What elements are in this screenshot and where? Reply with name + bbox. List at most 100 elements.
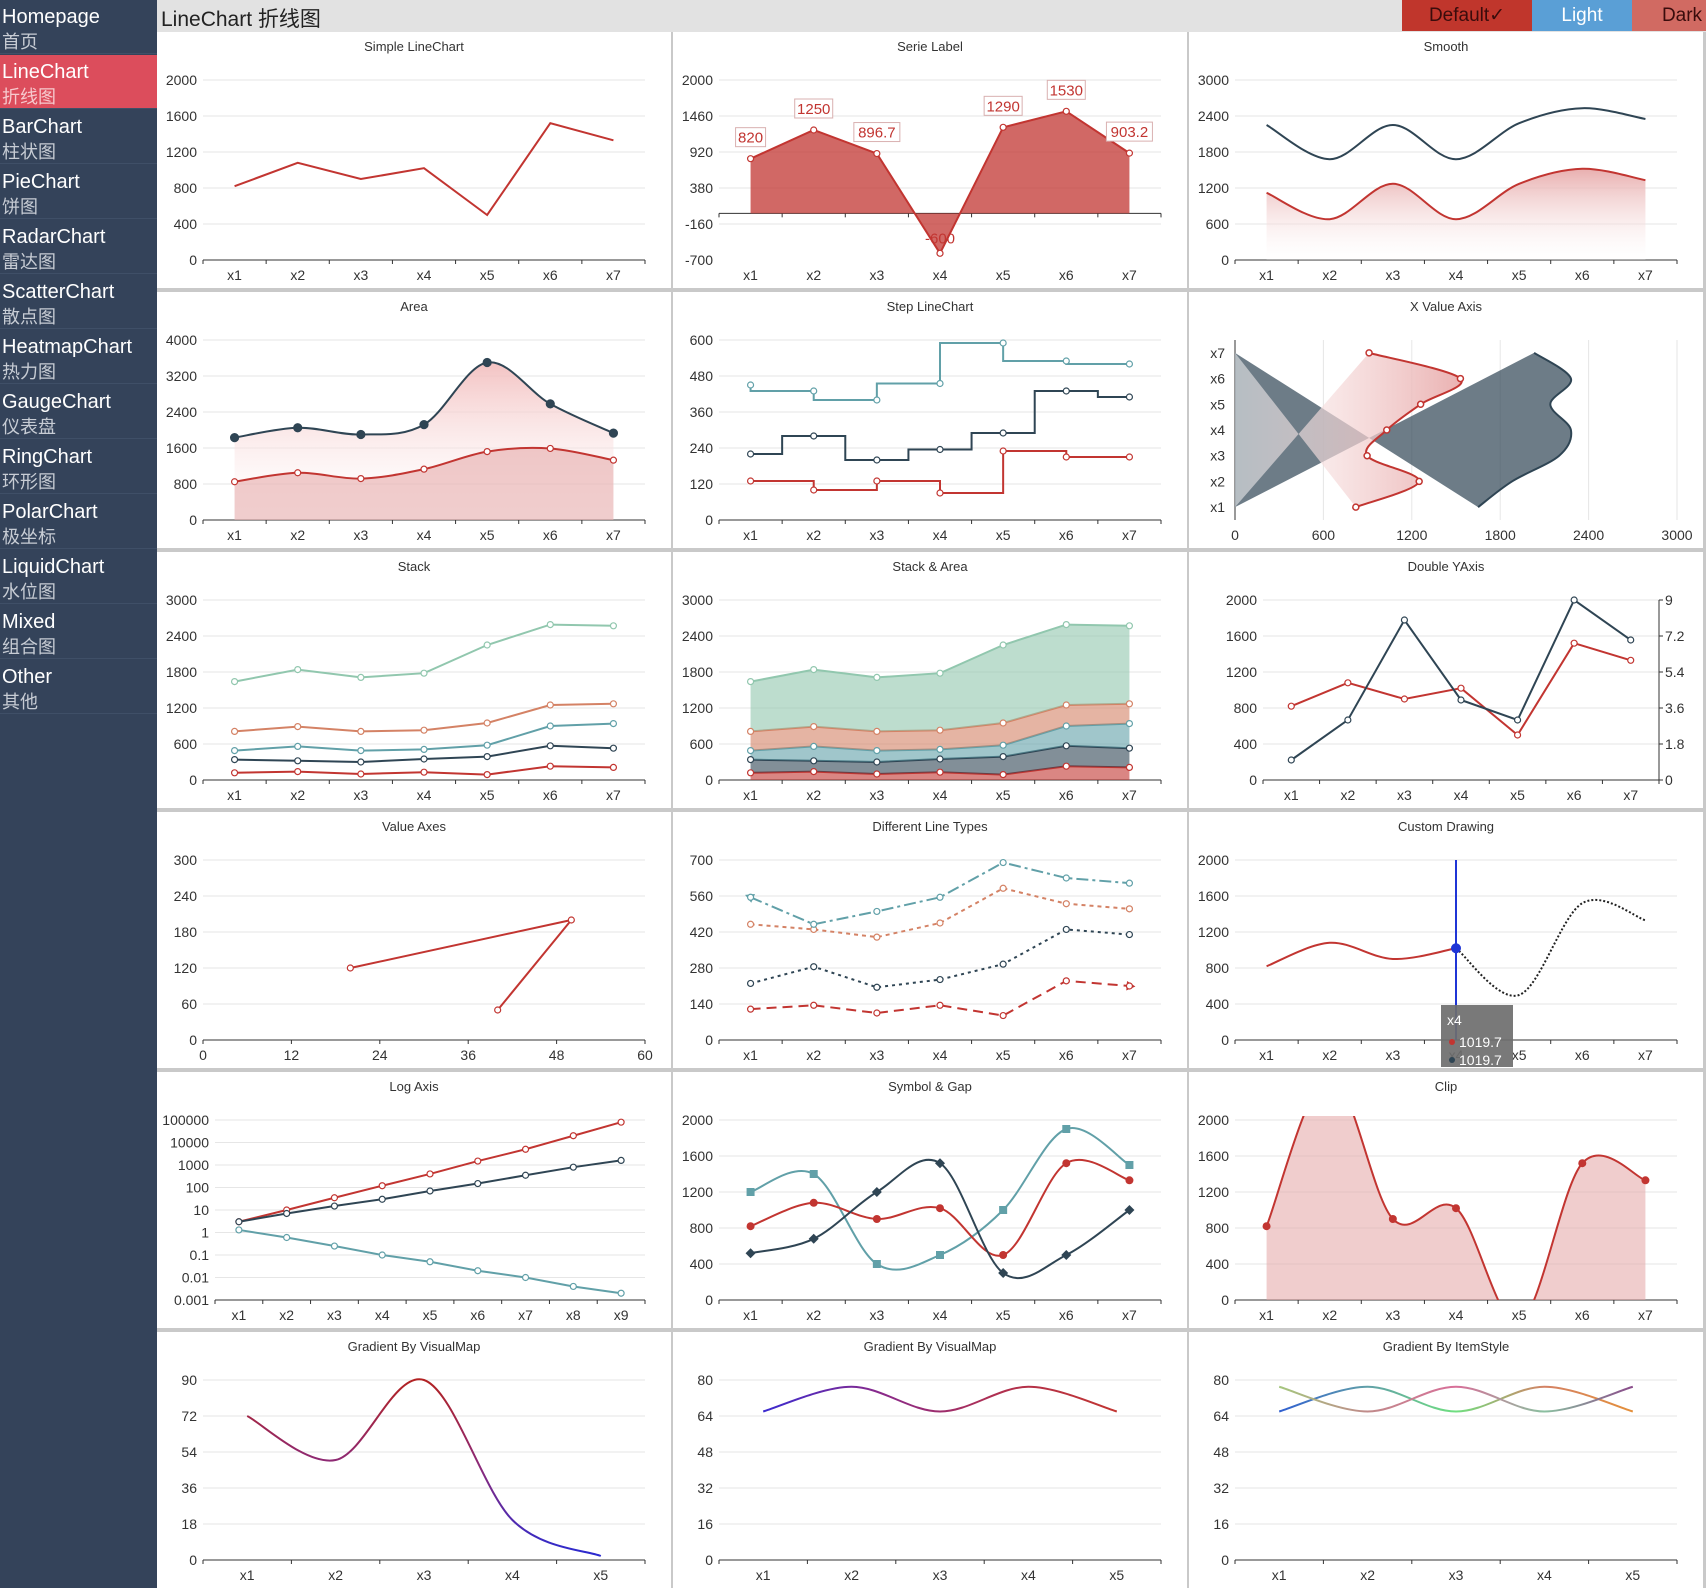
data-point bbox=[999, 771, 1007, 779]
y-tick-label: 1800 bbox=[166, 664, 197, 680]
sidebar-item-piechart[interactable]: PieChart 饼图 bbox=[0, 165, 157, 219]
x-tick-label: x3 bbox=[417, 1567, 432, 1583]
series-line bbox=[1477, 352, 1573, 508]
sidebar-item-liquidchart[interactable]: LiquidChart 水位图 bbox=[0, 550, 157, 604]
series-area bbox=[750, 624, 1130, 732]
y-tick-label: 1200 bbox=[166, 700, 197, 716]
data-point bbox=[808, 1233, 819, 1244]
sidebar-item-scatterchart[interactable]: ScatterChart 散点图 bbox=[0, 275, 157, 329]
data-point bbox=[330, 1202, 339, 1210]
sidebar-item-other[interactable]: Other 其他 bbox=[0, 660, 157, 714]
y2-tick-label: 9 bbox=[1665, 592, 1673, 608]
y-tick-label: 2000 bbox=[682, 72, 713, 88]
data-point bbox=[1062, 1159, 1071, 1168]
sidebar-item-sublabel: 折线图 bbox=[2, 87, 56, 107]
chart-title: Double YAxis bbox=[1407, 559, 1485, 574]
x-tick-label: x2 bbox=[1322, 1307, 1337, 1323]
theme-button-dark[interactable]: Dark bbox=[1632, 0, 1706, 31]
x-tick-label: x4 bbox=[1449, 267, 1464, 283]
data-point bbox=[1125, 1176, 1134, 1185]
y-tick-label: 2400 bbox=[166, 628, 197, 644]
sidebar-item-label: BarChart bbox=[2, 116, 83, 138]
chart-title: Serie Label bbox=[897, 39, 963, 54]
data-point bbox=[567, 916, 575, 924]
theme-button-light[interactable]: Light bbox=[1532, 0, 1632, 31]
y-tick-label: 0 bbox=[1221, 1552, 1229, 1568]
y-tick-label: 0 bbox=[1221, 1032, 1229, 1048]
sidebar-item-radarchart[interactable]: RadarChart 雷达图 bbox=[0, 220, 157, 274]
data-label: 903.2 bbox=[1111, 124, 1149, 141]
data-label: 1290 bbox=[986, 98, 1019, 115]
data-point bbox=[609, 720, 618, 728]
y-tick-label: 380 bbox=[690, 180, 714, 196]
y-tick-label: 400 bbox=[1206, 996, 1230, 1012]
data-point bbox=[810, 963, 818, 971]
sidebar-item-label: ScatterChart bbox=[2, 281, 115, 303]
data-point bbox=[873, 727, 881, 735]
y-tick-label: 0 bbox=[189, 1552, 197, 1568]
sidebar-item-mixed[interactable]: Mixed 组合图 bbox=[0, 605, 157, 659]
y-tick-label: x7 bbox=[1210, 345, 1225, 361]
y-tick-label: 1 bbox=[201, 1225, 209, 1241]
series-line bbox=[350, 918, 574, 1011]
data-point bbox=[936, 669, 944, 677]
x-tick-label: x3 bbox=[869, 527, 884, 543]
data-point bbox=[1352, 503, 1360, 511]
data-point bbox=[235, 1226, 243, 1234]
y-tick-label: 2400 bbox=[682, 628, 713, 644]
y-tick-label: x3 bbox=[1210, 448, 1225, 464]
x-tick-label: x3 bbox=[353, 527, 368, 543]
data-point bbox=[357, 770, 365, 778]
chart-svg: 0 400 800 1200 1600 2000 0 1.8 3.6 5.4 7.2 9 x1 x2 x3 x… bbox=[1226, 592, 1685, 803]
data-point bbox=[420, 726, 428, 734]
sidebar-item-label: LineChart bbox=[2, 61, 89, 83]
y-tick-label: 0 bbox=[705, 1552, 713, 1568]
data-point bbox=[1125, 982, 1134, 990]
sidebar-item-gaugechart[interactable]: GaugeChart 仪表盘 bbox=[0, 385, 157, 439]
sidebar-item-label: Homepage bbox=[2, 6, 100, 28]
sidebar-item-sublabel: 仪表盘 bbox=[2, 417, 56, 437]
sidebar-item-heatmapchart[interactable]: HeatmapChart 热力图 bbox=[0, 330, 157, 384]
data-point bbox=[746, 756, 755, 764]
sidebar-item-sublabel: 极坐标 bbox=[2, 527, 56, 547]
x-tick-label: x5 bbox=[1512, 267, 1527, 283]
y-tick-label: 600 bbox=[690, 332, 714, 348]
chart-panel: Double YAxis 0 400 800 1200 1600 2000 0 1.8 3.6 5.… bbox=[1189, 552, 1703, 808]
y-tick-label: 1600 bbox=[166, 108, 197, 124]
y-tick-label: 400 bbox=[174, 216, 198, 232]
data-point bbox=[873, 396, 881, 404]
x-tick-label: x6 bbox=[1575, 267, 1590, 283]
x-tick-label: 3000 bbox=[1661, 527, 1692, 543]
sidebar-item-homepage[interactable]: Homepage 首页 bbox=[0, 0, 157, 54]
sidebar-item-ringchart[interactable]: RingChart 环形图 bbox=[0, 440, 157, 494]
x-tick-label: x3 bbox=[327, 1307, 342, 1323]
sidebar-item-polarchart[interactable]: PolarChart 极坐标 bbox=[0, 495, 157, 549]
data-point bbox=[746, 678, 755, 686]
chart-svg: 0 400 800 1200 1600 2000 x1 x2 x3 x4 x5 x6 x7 bbox=[682, 1112, 1162, 1323]
data-label: -600 bbox=[925, 230, 955, 247]
top-bar: LineChart 折线图 Default✓ Light Dark bbox=[157, 0, 1706, 32]
theme-button-default[interactable]: Default✓ bbox=[1402, 0, 1532, 31]
data-point bbox=[609, 456, 618, 464]
x-tick-label: x4 bbox=[417, 527, 432, 543]
x-tick-label: x7 bbox=[1638, 267, 1653, 283]
data-point bbox=[1513, 731, 1522, 739]
series-area bbox=[750, 111, 1130, 254]
sidebar-item-barchart[interactable]: BarChart 柱状图 bbox=[0, 110, 157, 164]
data-point bbox=[420, 669, 428, 677]
series-group bbox=[1266, 899, 1646, 997]
data-point bbox=[230, 769, 239, 777]
y-tick-label: 1600 bbox=[166, 440, 197, 456]
data-point bbox=[935, 1158, 945, 1169]
data-point bbox=[617, 1289, 625, 1297]
data-point bbox=[873, 983, 881, 991]
x-tick-label: 0 bbox=[199, 1047, 207, 1063]
data-point bbox=[1062, 925, 1070, 934]
x-tick-label: x6 bbox=[1059, 1307, 1074, 1323]
chart-title: Gradient By VisualMap bbox=[863, 1339, 997, 1354]
data-point bbox=[746, 727, 755, 735]
x-tick-label: x7 bbox=[1122, 1047, 1137, 1063]
sidebar-item-linechart[interactable]: LineChart 折线图 bbox=[0, 55, 157, 109]
y2-tick-label: 0 bbox=[1665, 772, 1673, 788]
data-point bbox=[474, 1267, 482, 1275]
